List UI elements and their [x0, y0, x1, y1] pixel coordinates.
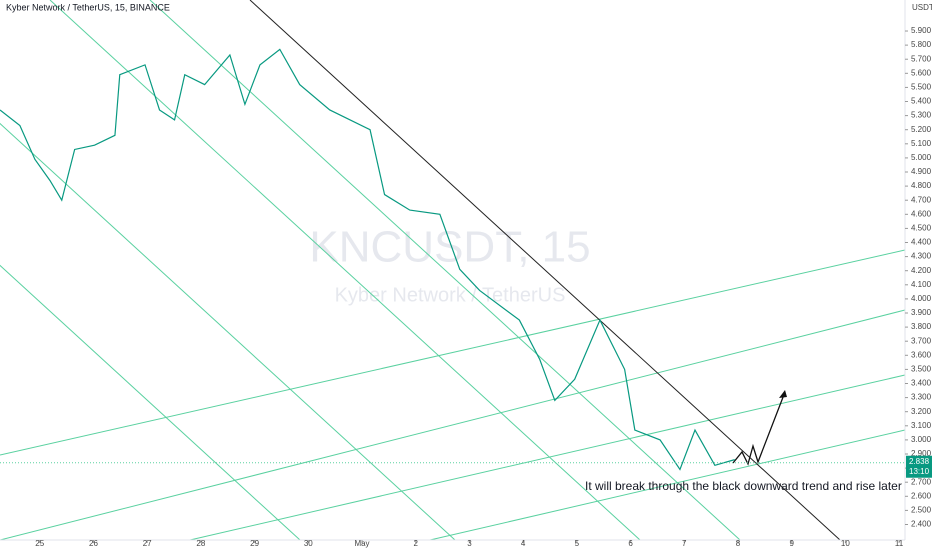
currency-label: USDT [912, 3, 932, 12]
y-tick-label: 5.300 [911, 111, 932, 120]
y-tick-label: 5.600 [911, 68, 932, 77]
y-tick-label: 3.100 [911, 421, 932, 430]
annotation: It will break through the black downward… [585, 479, 902, 493]
y-tick-label: 2.900 [911, 449, 932, 458]
y-tick-label: 4.400 [911, 238, 932, 247]
fan-line [0, 309, 906, 541]
x-tick-label: 6 [628, 539, 633, 548]
x-tick-label: 7 [682, 539, 687, 548]
x-tick-label: 5 [575, 539, 580, 548]
y-tick-label: 3.900 [911, 308, 932, 317]
y-tick-label: 4.900 [911, 167, 932, 176]
y-tick-label: 5.700 [911, 54, 932, 63]
y-tick-label: 2.700 [911, 477, 932, 486]
y-tick-label: 4.000 [911, 294, 932, 303]
fan-line [0, 249, 906, 456]
chart-title: Kyber Network / TetherUS, 15, BINANCE [6, 2, 170, 12]
drawings [0, 0, 906, 541]
y-tick-label: 3.300 [911, 393, 932, 402]
y-tick-label: 4.100 [911, 280, 932, 289]
y-tick-label: 4.800 [911, 181, 932, 190]
x-tick-label: 3 [467, 539, 472, 548]
watermark-subtitle: Kyber Network / TetherUS [335, 284, 566, 306]
y-tick-label: 5.000 [911, 153, 932, 162]
y-tick-label: 5.400 [911, 97, 932, 106]
y-tick-label: 5.900 [911, 26, 932, 35]
x-tick-label: 27 [143, 539, 152, 548]
x-tick-label: 4 [521, 539, 526, 548]
x-tick-label: 10 [841, 539, 850, 548]
y-tick-label: 5.800 [911, 40, 932, 49]
y-tick-label: 5.200 [911, 125, 932, 134]
channel-line [0, 122, 456, 541]
fan-line [189, 374, 906, 541]
countdown-label: 13:10 [909, 467, 930, 476]
y-tick-label: 5.500 [911, 83, 932, 92]
projection-arrow [732, 391, 786, 466]
last-price-box [906, 455, 932, 478]
channel-line [49, 0, 641, 541]
y-tick-label: 2.400 [911, 520, 932, 529]
x-tick-label: 9 [789, 539, 794, 548]
y-tick-label: 5.100 [911, 139, 932, 148]
y-tick-label: 3.400 [911, 379, 932, 388]
y-tick-label: 3.700 [911, 336, 932, 345]
x-tick-label: 30 [304, 539, 313, 548]
x-tick-label: 8 [736, 539, 741, 548]
fan-line [429, 429, 906, 541]
y-tick-label: 2.500 [911, 506, 932, 515]
last-price-label: 2.838 [909, 457, 930, 466]
x-tick-label: 11 [895, 539, 904, 548]
y-tick-label: 3.000 [911, 435, 932, 444]
channel-line [0, 264, 301, 541]
y-tick-label: 4.700 [911, 195, 932, 204]
x-tick-label: 28 [196, 539, 205, 548]
x-tick-label: 29 [250, 539, 259, 548]
trend-line [249, 0, 841, 541]
y-tick-label: 3.800 [911, 322, 932, 331]
channel-line [149, 0, 741, 541]
y-tick-label: 3.500 [911, 365, 932, 374]
x-tick-label: 26 [89, 539, 98, 548]
y-tick-label: 4.200 [911, 266, 932, 275]
watermark: KNCUSDT, 15 [309, 223, 590, 272]
y-tick-label: 4.500 [911, 224, 932, 233]
y-tick-label: 3.200 [911, 407, 932, 416]
y-tick-label: 4.600 [911, 209, 932, 218]
x-tick-label: 25 [35, 539, 44, 548]
x-tick-label: May [354, 539, 369, 548]
arrow-head [779, 390, 787, 398]
price-line [0, 48, 735, 471]
y-tick-label: 4.300 [911, 252, 932, 261]
y-tick-label: 3.600 [911, 350, 932, 359]
y-tick-label: 2.600 [911, 491, 932, 500]
x-tick-label: 2 [413, 539, 418, 548]
